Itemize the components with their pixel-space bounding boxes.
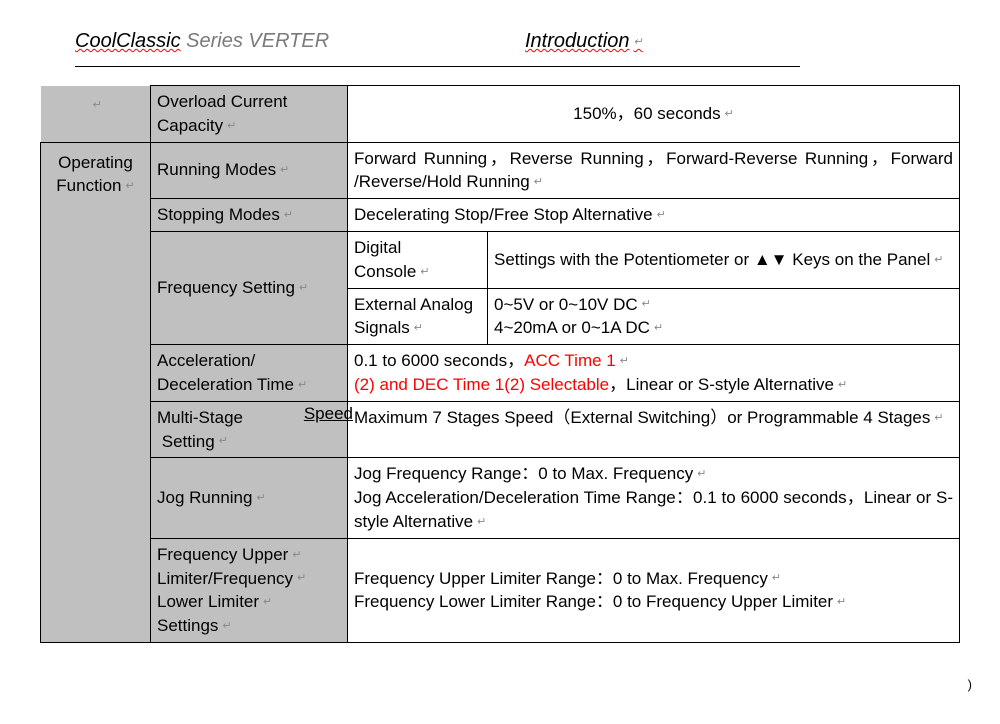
category-text: Operating Function (56, 153, 134, 196)
label-text: Frequency Setting (157, 278, 308, 297)
spec-table-wrap: Overload Current Capacity 150%，60 second… (40, 85, 960, 643)
value-text: ，Linear or S-style Alternative (609, 375, 847, 394)
stopping-modes-label-cell: Stopping Modes (151, 199, 348, 232)
label-text: Lower Limiter (157, 592, 272, 611)
running-modes-value-cell: Forward Running，Reverse Running，Forward-… (348, 142, 960, 199)
table-row: Jog Running Jog Frequency Range：0 to Max… (41, 458, 960, 538)
label-text: Setting (162, 432, 228, 451)
value-text: 4~20mA or 0~1A DC (494, 318, 663, 337)
table-row: Frequency Upper Limiter/Frequency Lower … (41, 538, 960, 642)
spec-table: Overload Current Capacity 150%，60 second… (40, 85, 960, 643)
document-header: CoolClassic Series VERTER Introduction (0, 0, 1000, 67)
value-text: Forward Running，Reverse Running，Forward-… (354, 149, 953, 192)
running-modes-label-cell: Running Modes (151, 142, 348, 199)
table-row: Stopping Modes Decelerating Stop/Free St… (41, 199, 960, 232)
label-text: Settings (157, 616, 232, 635)
label-text: Digital Console (354, 238, 430, 281)
value-text: Jog Frequency Range：0 to Max. Frequency (354, 464, 706, 483)
freq-digital-label-cell: Digital Console (348, 231, 488, 288)
multi-label-cell: Multi-Stage Speed Setting (151, 401, 348, 458)
section-title-text: Introduction (525, 30, 630, 52)
value-text: Settings with the Potentiometer or ▲▼ Ke… (494, 250, 943, 269)
label-text: Running Modes (157, 160, 289, 179)
overload-label-cell: Overload Current Capacity (151, 86, 348, 143)
accel-label-cell: Acceleration/ Deceleration Time (151, 345, 348, 402)
overload-value-cell: 150%，60 seconds (348, 86, 960, 143)
freq-ext-label-cell: External Analog Signals (348, 288, 488, 345)
label-text: Frequency Upper (157, 545, 302, 564)
value-text: 0.1 to 6000 seconds， (354, 351, 524, 370)
footer-text: ) (968, 677, 972, 692)
value-text: Jog Acceleration/Deceleration Time Range… (354, 488, 953, 531)
jog-value-cell: Jog Frequency Range：0 to Max. Frequency … (348, 458, 960, 538)
value-text: 0~5V or 0~10V DC (494, 295, 651, 314)
footer-mark: ) (968, 677, 972, 692)
freq-digital-value-cell: Settings with the Potentiometer or ▲▼ Ke… (488, 231, 960, 288)
limiter-value-cell: Frequency Upper Limiter Range：0 to Max. … (348, 538, 960, 642)
brand-title: CoolClassic Series VERTER (75, 30, 329, 53)
para-mark-icon (410, 318, 423, 337)
stopping-modes-value-cell: Decelerating Stop/Free Stop Alternative (348, 199, 960, 232)
limiter-label-cell: Frequency Upper Limiter/Frequency Lower … (151, 538, 348, 642)
brand-underlined: CoolClassic (75, 30, 181, 52)
jog-label-cell: Jog Running (151, 458, 348, 538)
label-text: Jog Running (157, 488, 266, 507)
label-text: Stopping Modes (157, 205, 293, 224)
table-row: Acceleration/ Deceleration Time 0.1 to 6… (41, 345, 960, 402)
label-text: Multi-Stage (157, 408, 243, 427)
freq-setting-label-cell: Frequency Setting (151, 231, 348, 344)
label-text: Limiter/Frequency (157, 569, 306, 588)
table-row: Frequency Setting Digital Console Settin… (41, 231, 960, 288)
header-rule (75, 66, 800, 67)
value-text: Frequency Upper Limiter Range：0 to Max. … (354, 569, 781, 588)
multi-value-cell: Maximum 7 Stages Speed（External Switchin… (348, 401, 960, 458)
value-text: 150%，60 seconds (573, 104, 734, 123)
freq-ext-value-cell: 0~5V or 0~10V DC 4~20mA or 0~1A DC (488, 288, 960, 345)
header-titles: CoolClassic Series VERTER Introduction (75, 30, 925, 62)
para-mark-icon (89, 96, 102, 115)
speed-overflow-text: Speed (304, 402, 353, 426)
category-cell: Operating Function (41, 142, 151, 642)
table-row: Overload Current Capacity 150%，60 second… (41, 86, 960, 143)
value-text: Frequency Lower Limiter Range：0 to Frequ… (354, 592, 846, 611)
para-mark-icon (223, 116, 236, 135)
empty-corner-cell (41, 86, 151, 143)
brand-rest: Series VERTER (181, 30, 330, 52)
section-title: Introduction (525, 30, 643, 53)
value-text: Decelerating Stop/Free Stop Alternative (354, 205, 666, 224)
accel-value-cell: 0.1 to 6000 seconds，ACC Time 1 (2) and D… (348, 345, 960, 402)
table-row: Multi-Stage Speed Setting Maximum 7 Stag… (41, 401, 960, 458)
para-mark-icon (630, 30, 643, 52)
table-row: Operating Function Running Modes Forward… (41, 142, 960, 199)
red-text: (2) and DEC Time 1(2) Selectable (354, 375, 609, 394)
label-text: Acceleration/ Deceleration Time (157, 351, 307, 394)
red-text: ACC Time 1 (524, 351, 629, 370)
value-text: Maximum 7 Stages Speed（External Switchin… (354, 408, 944, 427)
